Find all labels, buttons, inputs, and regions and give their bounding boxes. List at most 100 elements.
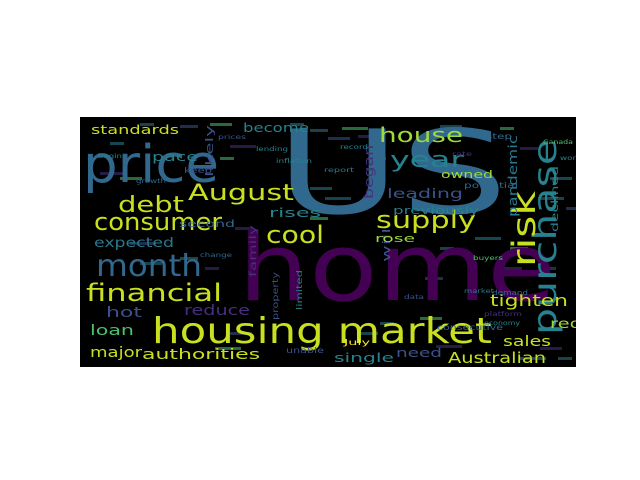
filler-word-mark: [542, 267, 556, 270]
word-expected: expected: [94, 236, 174, 251]
word-began: began: [362, 145, 376, 199]
word-pace: pace: [152, 150, 198, 164]
filler-word-mark: [420, 317, 442, 320]
filler-word-mark: [120, 177, 142, 180]
filler-word-mark: [310, 129, 328, 132]
word-august: August: [188, 181, 295, 206]
word-likely: likely: [203, 124, 216, 177]
word-step: step: [486, 132, 512, 141]
word-single: single: [334, 351, 394, 365]
filler-word-mark: [180, 125, 198, 128]
word-red: red: [550, 317, 576, 332]
word-financial: financial: [86, 279, 222, 307]
word-hot: hot: [106, 305, 143, 321]
filler-word-mark: [440, 247, 454, 250]
word-declined: declined: [550, 166, 561, 232]
filler-word-mark: [235, 227, 253, 230]
filler-word-mark: [436, 345, 462, 348]
word-tighten: tighten: [490, 291, 568, 310]
filler-word-mark: [340, 207, 354, 210]
filler-word-mark: [566, 207, 576, 210]
filler-word-mark: [520, 147, 538, 150]
word-data: data: [404, 294, 424, 301]
word-us: US: [276, 117, 508, 241]
word-platform: platform: [484, 311, 522, 318]
word-rose: rose: [375, 232, 415, 245]
word-world: world: [560, 155, 576, 162]
word-family: family: [248, 225, 259, 277]
filler-word-mark: [558, 357, 572, 360]
word-inflation: inflation: [276, 158, 312, 165]
word-month: month: [96, 249, 202, 284]
word-owned: owned: [441, 168, 493, 181]
word-growth: growth: [136, 178, 166, 185]
word-major: major: [90, 345, 142, 361]
word-home: home: [238, 214, 556, 323]
word-buyers: buyers: [473, 255, 503, 262]
filler-word-mark: [475, 237, 501, 240]
filler-word-mark: [310, 217, 328, 220]
word-begin: begin: [98, 153, 122, 160]
filler-word-mark: [110, 142, 124, 145]
word-loan: loan: [90, 323, 134, 339]
word-risk: risk: [505, 190, 543, 267]
word-price: price: [83, 135, 219, 195]
word-leading: leading: [387, 187, 463, 202]
filler-word-mark: [230, 145, 256, 148]
filler-word-mark: [290, 123, 304, 126]
filler-word-mark: [358, 135, 372, 138]
word-second: second: [179, 219, 235, 230]
word-cloud-panel: home US price housing market purchase month ri…: [80, 117, 576, 367]
word-housing-market: housing market: [152, 311, 492, 352]
word-purchase: purchase: [526, 139, 564, 335]
word-canada: Canada: [543, 139, 573, 146]
filler-word-mark: [425, 277, 443, 280]
word-become: become: [243, 121, 309, 135]
filler-word-mark: [130, 242, 156, 245]
filler-word-mark: [550, 177, 572, 180]
word-july: July: [342, 338, 370, 347]
filler-word-mark: [180, 257, 198, 260]
word-unable: unable: [286, 346, 324, 355]
word-sales: sales: [503, 334, 551, 350]
filler-word-mark: [520, 357, 546, 360]
word-consecutive: consecutive: [437, 323, 503, 332]
word-will: will: [380, 228, 393, 262]
word-year: year: [390, 148, 465, 173]
filler-word-mark: [140, 123, 154, 126]
filler-word-mark: [210, 123, 232, 126]
word-lending: lending: [256, 146, 288, 153]
filler-word-mark: [460, 131, 486, 134]
word-pandemic: pandemic: [506, 135, 520, 217]
word-house: house: [379, 123, 463, 147]
word-australian: Australian: [448, 349, 546, 367]
word-cool: cool: [266, 221, 324, 249]
filler-word-mark: [500, 267, 522, 270]
filler-word-mark: [538, 197, 564, 200]
filler-word-mark: [220, 157, 234, 160]
filler-word-mark: [360, 332, 378, 335]
word-report: report: [324, 167, 355, 174]
word-previously: previously: [393, 204, 480, 217]
filler-word-mark: [540, 347, 562, 350]
word-debt: debt: [118, 193, 184, 218]
filler-word-mark: [310, 187, 332, 190]
filler-word-mark: [440, 125, 462, 128]
word-record: record: [340, 144, 368, 151]
filler-word-mark: [380, 322, 394, 325]
word-potential: potential: [464, 181, 518, 190]
word-rises: rises: [269, 206, 321, 220]
word-property: property: [271, 272, 280, 320]
word-standards: standards: [91, 123, 179, 137]
word-supply: supply: [376, 206, 476, 234]
word-limited: limited: [295, 270, 304, 310]
word-need: need: [396, 346, 442, 360]
word-change: change: [200, 252, 232, 259]
filler-word-mark: [500, 127, 514, 130]
filler-word-mark: [215, 347, 241, 350]
filler-word-mark: [205, 267, 219, 270]
word-consumer: consumer: [94, 208, 222, 236]
filler-word-mark: [140, 262, 162, 265]
word-reduce: reduce: [184, 303, 250, 319]
